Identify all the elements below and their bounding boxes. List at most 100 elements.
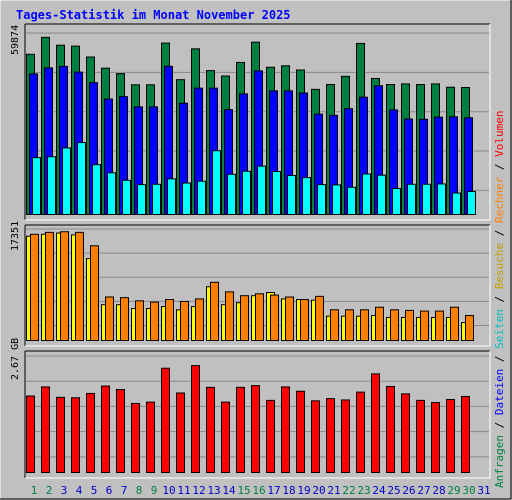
bar-kbytes-day-7 [116,389,125,474]
bar-sites-day-24 [375,306,384,342]
day-label-30: 30 [462,484,475,497]
bar-pages-day-27 [422,183,431,216]
y-axis-max-label: 2.67 GB [10,338,21,380]
bar-sites-day-6 [105,296,114,342]
legend-vertical: Anfragen / Dateien / Seiten / Besuche / … [493,110,506,488]
bar-sites-day-19 [300,299,309,342]
bar-kbytes-day-30 [461,395,470,473]
bar-sites-day-22 [345,309,354,342]
bar-kbytes-day-15 [236,386,245,473]
bar-pages-day-3 [62,147,71,215]
day-label-24: 24 [372,484,386,497]
bar-kbytes-day-12 [191,365,200,473]
bar-kbytes-day-8 [131,402,140,474]
panel-3: 2.67 GB [10,338,491,479]
bar-sites-day-11 [180,300,189,342]
bar-sites-day-18 [285,296,294,342]
bar-kbytes-day-5 [86,392,95,473]
bar-kbytes-day-16 [251,385,260,473]
bar-kbytes-day-17 [266,399,275,474]
bar-sites-day-29 [450,306,459,342]
bar-pages-day-23 [362,173,371,215]
bar-sites-day-21 [330,309,339,342]
bar-kbytes-day-13 [206,386,215,473]
day-label-10: 10 [162,484,175,497]
day-label-18: 18 [282,484,295,497]
day-label-27: 27 [417,484,430,497]
bar-sites-day-5 [90,245,99,341]
bar-sites-day-7 [120,297,129,341]
bar-pages-day-8 [137,184,146,216]
day-label-17: 17 [267,484,280,497]
day-label-12: 12 [192,484,205,497]
bar-pages-day-21 [332,184,341,215]
bar-pages-day-17 [272,171,281,215]
day-label-4: 4 [76,484,83,497]
legend-part-0: Anfragen [493,435,506,488]
day-label-21: 21 [327,484,340,497]
bar-sites-day-17 [270,294,279,341]
bar-sites-day-12 [195,298,204,342]
bar-pages-day-7 [122,179,131,216]
day-labels: 1 2 3 4 5 6 7 8 9 10 11 12 13 14 15 16 17 18 19 20 21 22 23 24 2… [31,484,491,497]
bar-kbytes-day-18 [281,386,290,473]
bar-pages-day-13 [212,150,221,216]
bar-pages-day-18 [287,175,296,216]
bar-pages-day-16 [257,165,266,215]
bar-kbytes-day-27 [416,399,425,474]
y-axis-max-label: 17351 [10,221,21,251]
day-label-1: 1 [31,484,38,497]
bar-pages-day-11 [182,182,191,215]
bar-kbytes-day-2 [41,386,50,473]
day-label-25: 25 [387,484,400,497]
day-label-26: 26 [402,484,415,497]
bar-sites-day-16 [255,293,264,342]
day-label-19: 19 [297,484,310,497]
bar-sites-day-25 [390,309,399,342]
bar-kbytes-day-24 [371,373,380,473]
bar-sites-day-10 [165,299,174,342]
day-label-2: 2 [46,484,53,497]
legend-part-6: Besuche [493,243,506,289]
day-label-20: 20 [312,484,325,497]
bar-sites-day-9 [150,301,159,342]
day-label-31: 31 [477,484,490,497]
bar-kbytes-day-23 [356,391,365,473]
day-label-29: 29 [447,484,460,497]
bar-kbytes-day-10 [161,367,170,474]
bar-kbytes-day-28 [431,402,440,473]
bar-sites-day-2 [45,231,54,341]
bar-pages-day-20 [317,184,326,216]
bar-kbytes-day-9 [146,401,155,473]
day-label-13: 13 [207,484,220,497]
bar-pages-day-2 [47,156,56,215]
bar-kbytes-day-14 [221,401,230,473]
y-axis-max-label: 59874 [10,25,21,55]
bar-sites-day-30 [465,315,474,341]
legend-part-9: / [493,157,506,177]
day-label-6: 6 [106,484,113,497]
panel-1: 59874 [10,23,491,221]
bar-kbytes-day-4 [71,397,80,473]
bar-pages-day-5 [92,164,101,216]
panel-2: 17351 [10,221,491,347]
bar-pages-day-4 [77,142,86,215]
bar-pages-day-10 [167,178,176,216]
legend-part-10: Volumen [493,110,506,156]
bar-pages-day-6 [107,172,116,215]
day-label-5: 5 [91,484,98,497]
bar-kbytes-day-19 [296,390,305,474]
day-label-14: 14 [222,484,236,497]
legend-part-8: Rechner [493,176,506,223]
bar-pages-day-12 [197,180,206,216]
bar-sites-day-26 [405,309,414,341]
bar-kbytes-day-3 [56,396,65,474]
legend-part-1: / [493,415,506,435]
bar-sites-day-27 [420,310,429,341]
bar-kbytes-day-6 [101,385,110,473]
bar-pages-day-14 [227,173,236,215]
day-label-16: 16 [252,484,265,497]
legend-part-4: Seiten [493,309,506,349]
bar-sites-day-8 [135,300,144,341]
